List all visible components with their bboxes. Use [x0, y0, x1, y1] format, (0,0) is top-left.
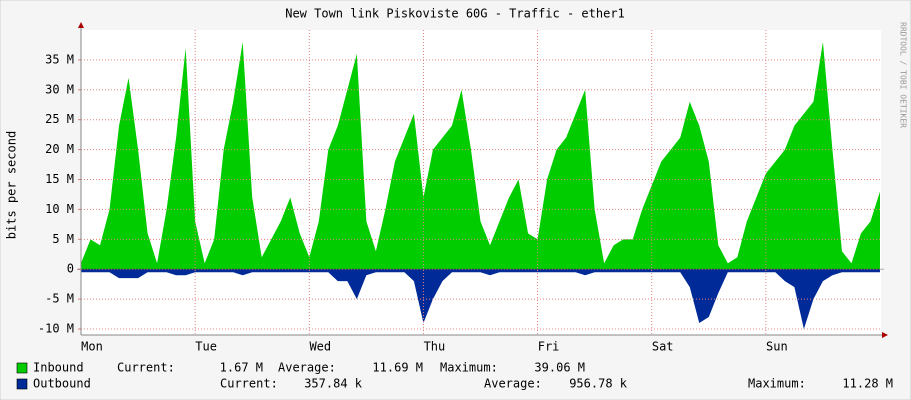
- legend-swatch: [16, 362, 28, 374]
- y-tick-label: -10 M: [38, 322, 74, 336]
- y-tick-label: 35 M: [45, 52, 74, 66]
- x-tick-label: Mon: [81, 340, 103, 354]
- y-tick-label: 20 M: [45, 142, 74, 156]
- y-axis-label: bits per second: [5, 131, 19, 239]
- legend-stat-label: Average:: [278, 361, 336, 375]
- y-tick-label: 30 M: [45, 82, 74, 96]
- legend-stat-value: 1.67 M: [220, 361, 263, 375]
- chart-title: New Town link Piskoviste 60G - Traffic -…: [285, 7, 625, 21]
- y-arrow: [78, 22, 84, 28]
- watermark: RRDTOOL / TOBI OETIKER: [899, 22, 908, 128]
- legend-stat-value: 11.69 M: [372, 361, 423, 375]
- legend-stat-value: 11.28 M: [842, 377, 893, 391]
- y-tick-label: 0: [67, 262, 74, 276]
- legend-stat-value: 39.06 M: [534, 361, 585, 375]
- x-tick-label: Sun: [766, 340, 788, 354]
- legend-stat-label: Current:: [220, 377, 278, 391]
- y-tick-label: 15 M: [45, 172, 74, 186]
- legend-stat-label: Maximum:: [748, 377, 806, 391]
- plot-area: [81, 30, 881, 335]
- legend-swatch: [16, 378, 28, 390]
- legend-label: Inbound: [33, 361, 84, 375]
- legend-stat-value: 357.84 k: [304, 377, 363, 391]
- x-tick-label: Wed: [309, 340, 331, 354]
- legend-stat-label: Maximum:: [440, 361, 498, 375]
- y-tick-label: -5 M: [45, 292, 74, 306]
- area-1: [81, 269, 880, 330]
- x-tick-label: Fri: [538, 340, 560, 354]
- y-tick-label: 5 M: [52, 232, 74, 246]
- x-tick-label: Thu: [424, 340, 446, 354]
- y-tick-label: 10 M: [45, 202, 74, 216]
- legend-label: Outbound: [33, 377, 91, 391]
- y-tick-label: 25 M: [45, 112, 74, 126]
- x-arrow: [882, 332, 888, 338]
- legend-stat-label: Current:: [117, 361, 175, 375]
- x-tick-label: Tue: [195, 340, 217, 354]
- legend-stat-value: 956.78 k: [569, 377, 628, 391]
- area-0: [81, 41, 880, 270]
- legend-stat-label: Average:: [484, 377, 542, 391]
- x-tick-label: Sat: [652, 340, 674, 354]
